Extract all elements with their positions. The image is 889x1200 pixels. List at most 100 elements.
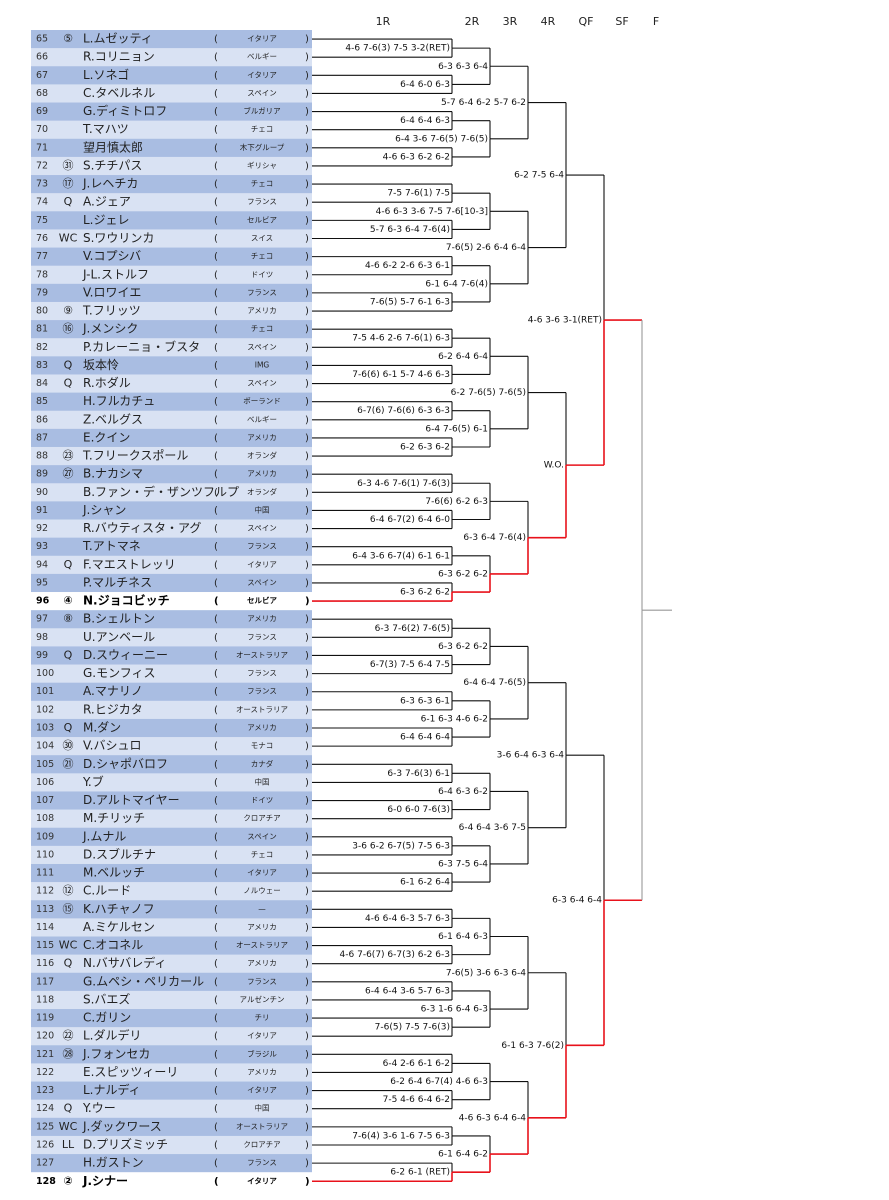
draw-number: 70: [36, 124, 48, 135]
draw-number: 127: [36, 1158, 54, 1169]
match-score: 6-2 6-3 6-2: [400, 442, 450, 452]
player-name: R.バウティスタ・アグ: [83, 521, 201, 535]
draw-number: 99: [36, 650, 48, 661]
row-background: [31, 936, 312, 955]
draw-number: 94: [36, 559, 48, 570]
match-score: 6-2 7-6(5) 7-6(5): [451, 388, 526, 398]
match-score: 6-2 6-4 6-4: [438, 352, 488, 362]
player-row: 92 R.バウティスタ・アグ (スペイン): [31, 519, 312, 538]
player-name: 望月慎太郎: [83, 139, 143, 154]
round-header: SF: [615, 15, 628, 28]
seed: Q: [64, 648, 73, 661]
player-row: 121 ㉘ J.フォンセカ (ブラジル): [31, 1045, 312, 1064]
row-background: [31, 809, 312, 829]
paren: (: [214, 650, 218, 661]
draw-number: 87: [36, 432, 48, 443]
match-score: 6-4 7-6(5) 6-1: [425, 424, 488, 434]
draw-number: 118: [36, 994, 54, 1005]
row-background: [31, 446, 312, 466]
paren: ): [305, 125, 309, 136]
paren: ): [305, 614, 309, 625]
paren: ): [305, 814, 309, 825]
paren: (: [214, 397, 218, 408]
paren: (: [214, 687, 218, 698]
player-name: B.ファン・デ・ザンツフルプ: [83, 484, 239, 499]
player-name: G.ディミトロフ: [83, 103, 167, 118]
match-score: 7-6(5) 7-5 7-6(3): [375, 1023, 450, 1033]
player-row: 112 ⑫ C.ルード (ノルウェー): [31, 882, 312, 901]
player-row: 124 Q Y.ウー (中国): [31, 1099, 312, 1119]
match-score: W.O.: [544, 461, 564, 471]
row-background: [31, 1172, 312, 1191]
player-row: 127 H.ガストン (フランス): [31, 1154, 312, 1173]
player-name: D.アルトマイヤー: [83, 793, 180, 807]
country: ポーランド: [243, 397, 281, 406]
draw-number: 74: [36, 197, 48, 208]
match-score: 6-3 6-4 6-4: [552, 896, 602, 906]
country: オーストラリア: [236, 941, 288, 950]
player-name: L.ナルディ: [83, 1082, 141, 1097]
country: オランダ: [247, 450, 277, 460]
paren: (: [214, 959, 218, 970]
draw-number: 68: [36, 88, 48, 99]
player-row: 125 WC J.ダックワース (オーストラリア): [31, 1117, 312, 1137]
player-row: 106 Y.ブ (中国): [31, 773, 312, 792]
paren: (: [214, 143, 218, 154]
paren: ): [305, 669, 309, 680]
row-background: [31, 610, 312, 629]
player-name: P.マルチネス: [83, 575, 152, 589]
paren: ): [305, 70, 309, 81]
row-background: [31, 882, 312, 901]
player-name: H.フルカチュ: [83, 394, 155, 408]
country: スペイン: [247, 578, 276, 587]
player-name: J.レヘチカ: [82, 177, 138, 191]
row-background: [31, 1009, 312, 1028]
paren: (: [214, 1067, 218, 1078]
country: フランス: [247, 632, 277, 641]
player-name: S.チチパス: [83, 158, 142, 172]
draw-number: 121: [36, 1049, 54, 1060]
draw-number: 77: [36, 251, 48, 262]
player-name: L.ジェレ: [83, 213, 130, 227]
paren: (: [214, 723, 218, 734]
player-row: 81 ⑯ J.メンシク (チェコ): [31, 320, 312, 339]
country: オランダ: [247, 486, 277, 496]
player-row: 94 Q F.マエストレッリ (イタリア): [31, 555, 312, 575]
player-row: 78 J-L.ストルフ (ドイツ): [31, 265, 312, 285]
country: スペイン: [247, 524, 276, 533]
paren: (: [214, 433, 218, 444]
row-background: [31, 410, 312, 430]
player-name: T.フリークスポール: [82, 449, 188, 463]
paren: (: [214, 342, 218, 353]
paren: (: [214, 107, 218, 118]
player-row: 115 WC C.オコネル (オーストラリア): [31, 936, 312, 955]
paren: (: [214, 995, 218, 1006]
paren: ): [305, 215, 309, 226]
row-background: [31, 1045, 312, 1064]
player-row: 104 ㉚ V.バシュロ (モナコ): [31, 737, 312, 756]
player-name: J.ダックワース: [82, 1118, 162, 1133]
match-score: 6-1 6-4 6-2: [438, 1150, 488, 1160]
row-background: [31, 229, 312, 248]
paren: ): [305, 252, 309, 263]
match-score: 6-7(3) 7-5 6-4 7-5: [370, 660, 450, 670]
draw-number: 66: [36, 52, 48, 63]
player-name: J.ムナル: [82, 829, 126, 843]
country: 木下グループ: [240, 142, 285, 152]
draw-number: 102: [36, 704, 54, 715]
country: アメリカ: [247, 922, 277, 931]
match-score: 6-4 6-3 6-2: [438, 787, 488, 797]
country: スイス: [251, 233, 273, 242]
paren: ): [305, 88, 309, 99]
player-row: 123 L.ナルディ (イタリア): [31, 1081, 312, 1100]
draw-number: 109: [36, 831, 54, 842]
player-name: F.マエストレッリ: [83, 557, 176, 571]
row-background: [31, 954, 312, 974]
player-name: E.クイン: [83, 430, 130, 444]
paren: ): [305, 632, 309, 643]
match-score: 6-3 7-6(2) 7-6(5): [375, 624, 450, 634]
paren: ): [305, 324, 309, 335]
match-score: 6-3 1-6 6-4 6-3: [421, 1005, 488, 1015]
match-score: 6-1 6-3 7-6(2): [501, 1041, 564, 1051]
match-score: 5-7 6-4 6-2 5-7 6-2: [441, 98, 526, 108]
